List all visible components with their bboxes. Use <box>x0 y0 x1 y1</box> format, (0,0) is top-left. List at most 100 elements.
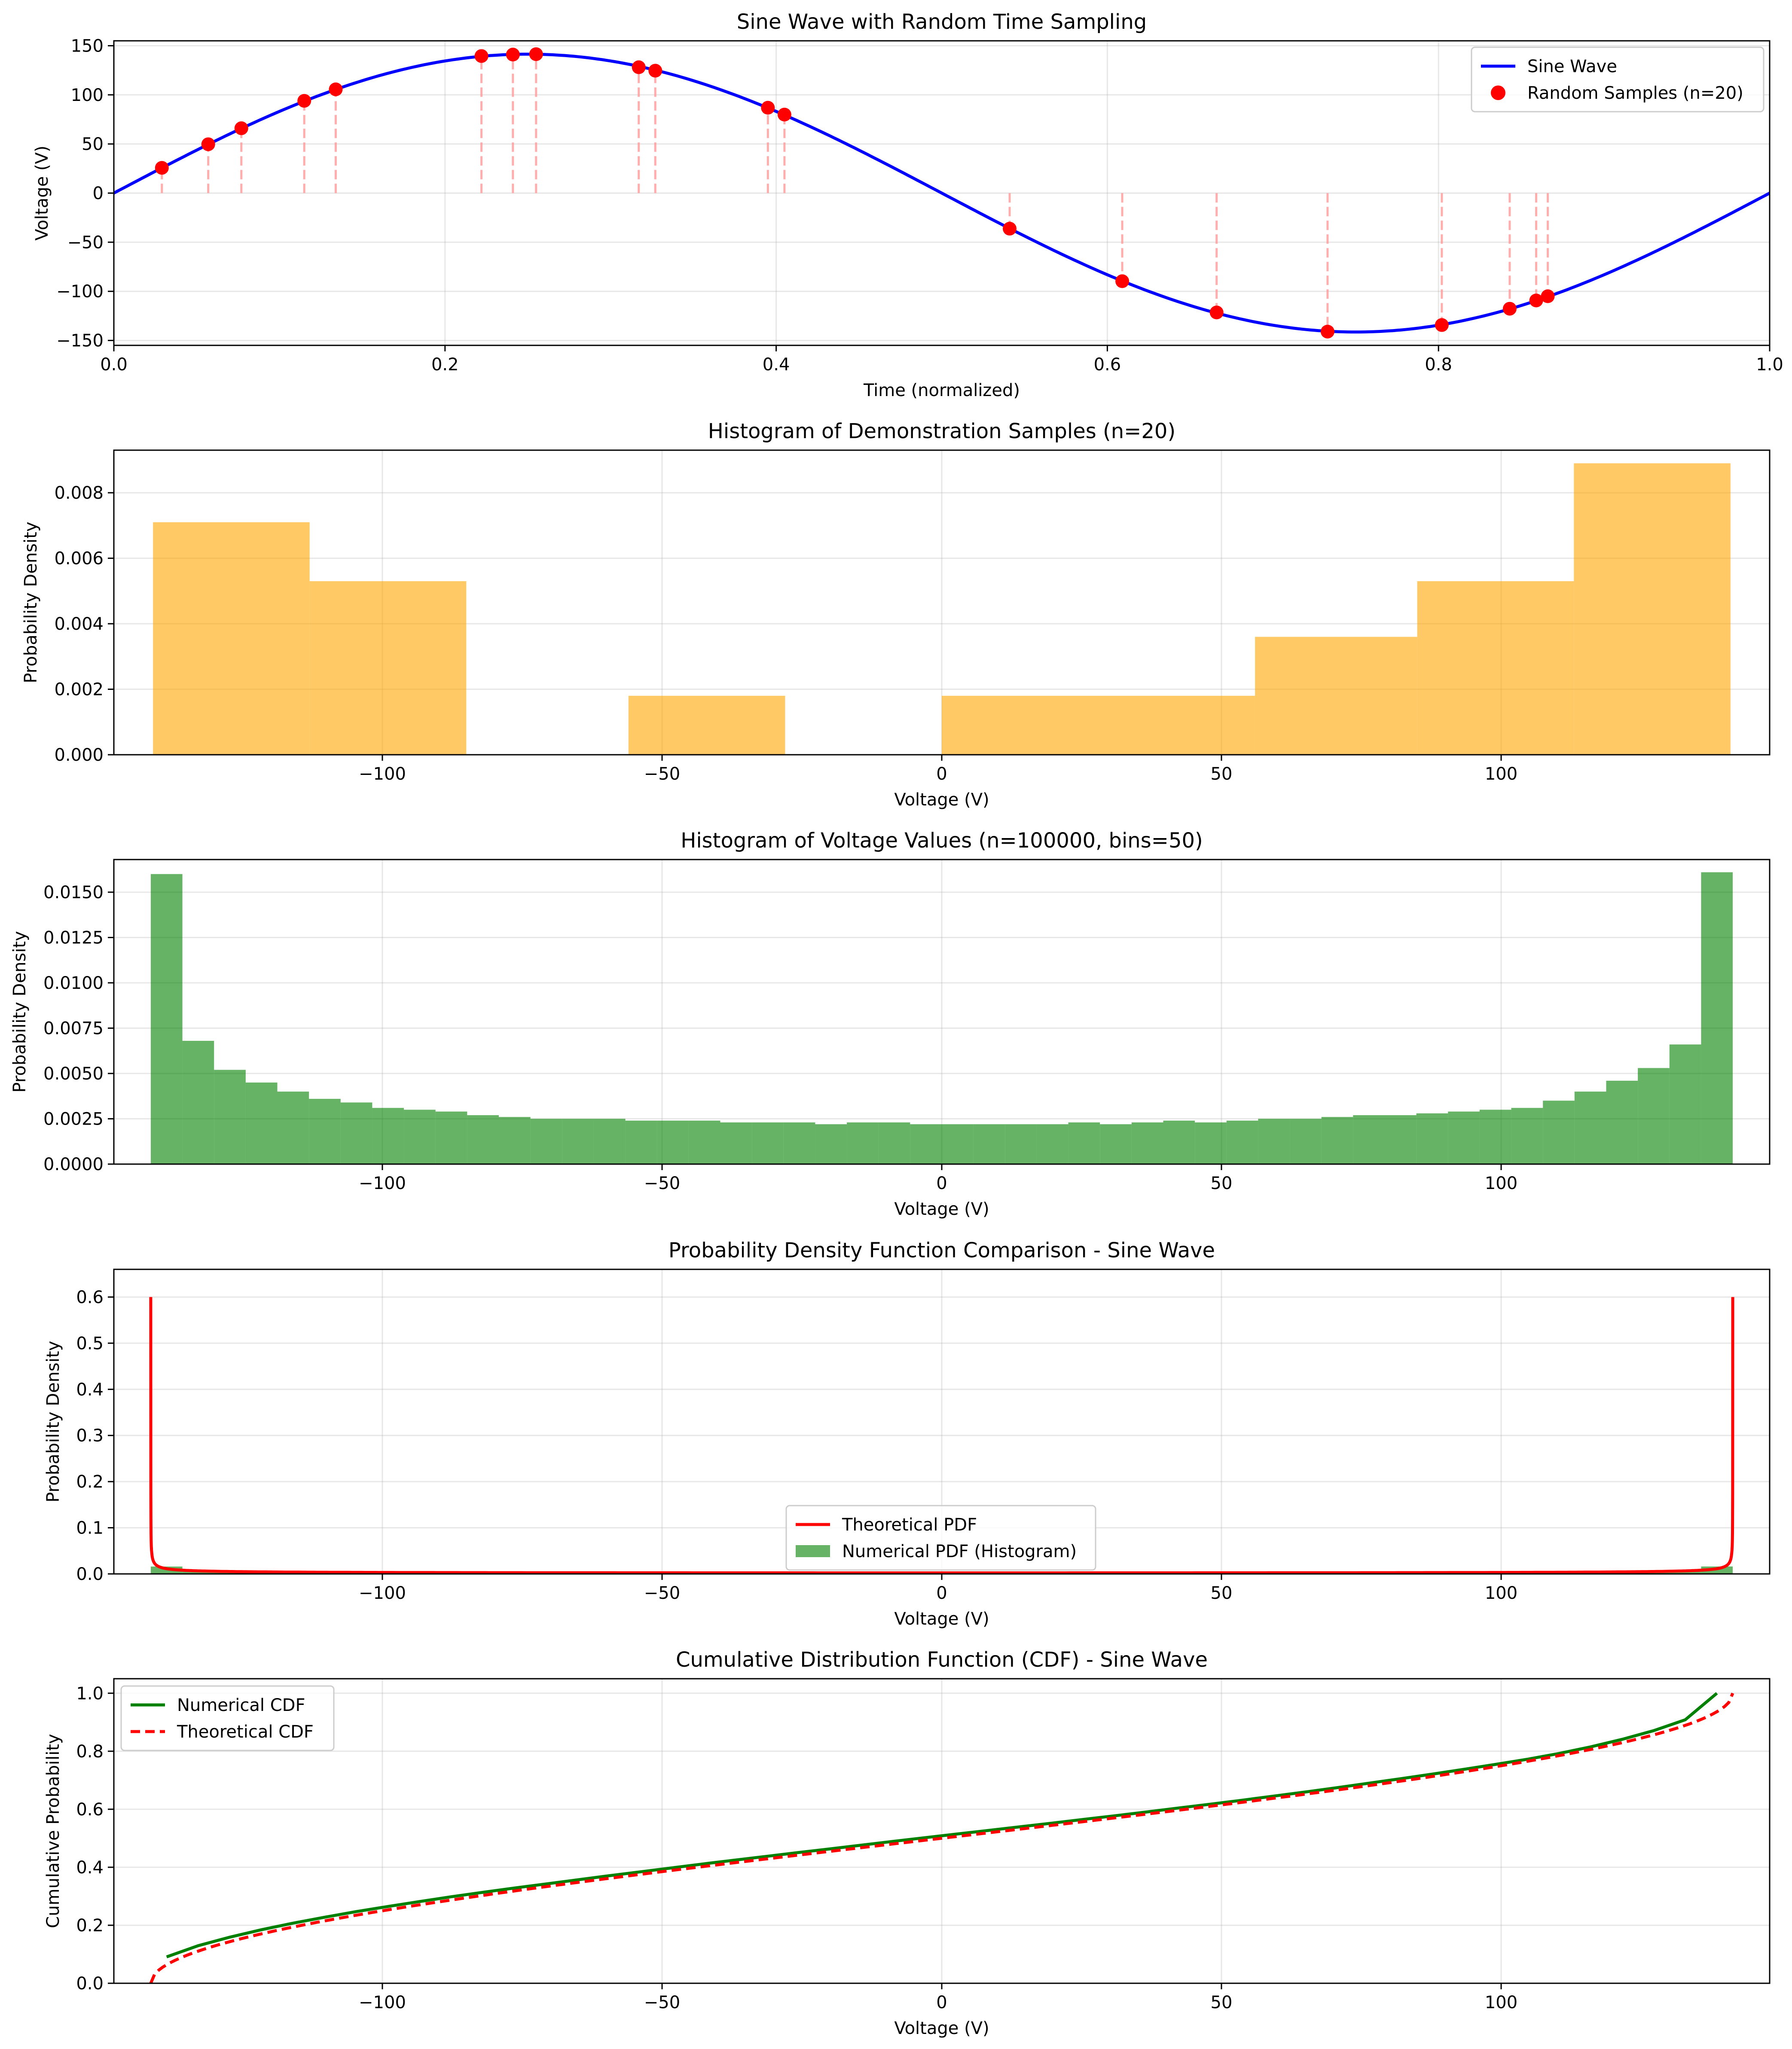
histogram-bar <box>942 695 1099 755</box>
y-tick-label: 0.0 <box>76 1974 104 1994</box>
x-tick-label: 0.0 <box>100 355 128 375</box>
panel-pdf-comparison: −100 −50 0 50 100 0.0 0.1 0.2 0.3 0.4 0.5 0.6 Probab… <box>43 1238 1771 1629</box>
legend-entry: Numerical PDF (Histogram) <box>842 1542 1077 1561</box>
y-tick-label: 0.4 <box>76 1380 104 1400</box>
y-tick-label: 0.000 <box>54 745 104 765</box>
y-axis-label: Probability Density <box>43 1341 63 1502</box>
x-axis-label: Voltage (V) <box>894 790 989 810</box>
histogram-bar <box>1290 1119 1322 1164</box>
sample-point <box>529 47 543 61</box>
numerical-cdf-line <box>166 1692 1718 1958</box>
y-tick-label: 0.0075 <box>43 1018 104 1038</box>
histogram-bar <box>1068 1122 1100 1164</box>
chart-title: Histogram of Demonstration Samples (n=20… <box>708 419 1175 443</box>
x-tick-label: 100 <box>1485 1174 1517 1193</box>
histogram-bar <box>720 1122 752 1164</box>
histogram-bar <box>153 522 310 755</box>
histogram-bar <box>245 1082 278 1164</box>
histogram-bar <box>1669 1044 1701 1164</box>
x-tick-label: 50 <box>1211 1583 1233 1603</box>
histogram-bar <box>530 1119 562 1164</box>
histogram-bar <box>942 1124 974 1164</box>
x-tick-label: 0 <box>936 1174 947 1193</box>
histogram-bar <box>1448 1111 1480 1164</box>
y-tick-label: 0.0 <box>76 1564 104 1584</box>
histogram-bar <box>847 1122 879 1164</box>
histogram-bar <box>1606 1080 1638 1164</box>
grid-lines <box>114 860 1770 1165</box>
x-axis-label: Voltage (V) <box>894 1199 989 1219</box>
sample-point <box>1502 302 1517 316</box>
y-tick-label: 0.0025 <box>43 1109 104 1129</box>
histogram-bar <box>1321 1117 1353 1164</box>
legend-swatch <box>796 1545 830 1557</box>
y-tick-label: 0.6 <box>76 1800 104 1820</box>
legend-entry: Theoretical PDF <box>842 1515 977 1535</box>
y-tick-label: 0.6 <box>76 1287 104 1307</box>
legend-entry: Theoretical CDF <box>177 1722 314 1742</box>
y-tick-label: 100 <box>71 85 104 105</box>
panel-sine-wave: 0.0 0.2 0.4 0.6 0.8 1.0 −150 −100 −50 0 50 100 150 Si… <box>32 10 1783 400</box>
y-tick-label: 150 <box>71 36 104 56</box>
histogram-bar <box>973 1124 1005 1164</box>
y-axis-label: Probability Density <box>21 521 41 683</box>
histogram-bar <box>1100 1124 1132 1164</box>
chart-title: Cumulative Distribution Function (CDF) -… <box>676 1648 1208 1672</box>
sine-wave-line <box>114 52 1770 334</box>
plot-area <box>150 872 1733 1164</box>
y-tick-label: 0.3 <box>76 1426 104 1446</box>
panel-voltage-histogram: −100 −50 0 50 100 0.0000 0.0025 0.0050 0.0075 0.0… <box>10 829 1771 1219</box>
x-tick-label: 0.6 <box>1094 355 1121 375</box>
y-tick-label: −100 <box>56 282 104 302</box>
ticks: −100 −50 0 50 100 0.0 0.2 0.4 0.6 0.8 1.0 <box>76 1684 1517 2012</box>
panel-demo-histogram: −100 −50 0 50 100 0.000 0.002 0.004 0.006 0.008 Hi… <box>21 419 1771 810</box>
legend-entry: Numerical CDF <box>177 1695 305 1715</box>
histogram-bar <box>910 1124 942 1164</box>
x-tick-label: −50 <box>644 1174 680 1193</box>
legend-entry: Sine Wave <box>1527 57 1617 76</box>
histogram-bar <box>1131 1122 1163 1164</box>
histogram-bar <box>309 581 467 755</box>
x-tick-label: −100 <box>359 1174 406 1193</box>
y-tick-label: 0.0150 <box>43 883 104 903</box>
histogram-bar <box>593 1119 626 1164</box>
histogram-bar <box>1479 1110 1511 1164</box>
sample-point <box>1529 293 1543 308</box>
histogram-bar <box>1255 637 1417 755</box>
x-tick-label: 0 <box>936 1993 947 2012</box>
legend <box>785 1505 1096 1571</box>
histogram-bar <box>277 1092 309 1164</box>
histogram-bar <box>467 1115 499 1164</box>
theoretical-pdf-line <box>149 1297 1734 1574</box>
y-tick-label: 0.4 <box>76 1858 104 1878</box>
x-tick-label: −100 <box>359 764 406 784</box>
histogram-bar <box>1701 872 1733 1164</box>
x-tick-label: 0.8 <box>1425 355 1452 375</box>
x-tick-label: 50 <box>1211 1993 1233 2012</box>
histogram-bar <box>752 1122 784 1164</box>
sample-point <box>506 48 520 62</box>
histogram-bar <box>1417 581 1574 755</box>
y-tick-label: 1.0 <box>76 1684 104 1704</box>
x-tick-label: 50 <box>1211 764 1233 784</box>
x-tick-label: −100 <box>359 1583 406 1603</box>
histogram-bar <box>1163 1120 1195 1164</box>
x-tick-label: 100 <box>1485 1993 1517 2012</box>
sample-point <box>155 161 169 175</box>
histogram-bar <box>1036 1124 1068 1164</box>
histogram-bar <box>340 1102 372 1164</box>
histogram-bar <box>688 1120 720 1164</box>
y-tick-label: 0.006 <box>54 549 104 569</box>
y-tick-label: 0.0125 <box>43 928 104 948</box>
sample-point <box>1541 289 1555 303</box>
sample-point <box>1209 305 1224 320</box>
sample-point <box>1435 318 1449 332</box>
histogram-bar <box>1574 1092 1606 1164</box>
histogram-bar <box>499 1117 531 1164</box>
ticks: −100 −50 0 50 100 0.0 0.1 0.2 0.3 0.4 0.5 0.6 <box>76 1287 1517 1603</box>
y-tick-label: 0.8 <box>76 1742 104 1762</box>
histogram-bar <box>625 1120 657 1164</box>
histogram-bar <box>562 1119 594 1164</box>
histogram-bar <box>783 1122 815 1164</box>
y-tick-label: −150 <box>56 331 104 351</box>
